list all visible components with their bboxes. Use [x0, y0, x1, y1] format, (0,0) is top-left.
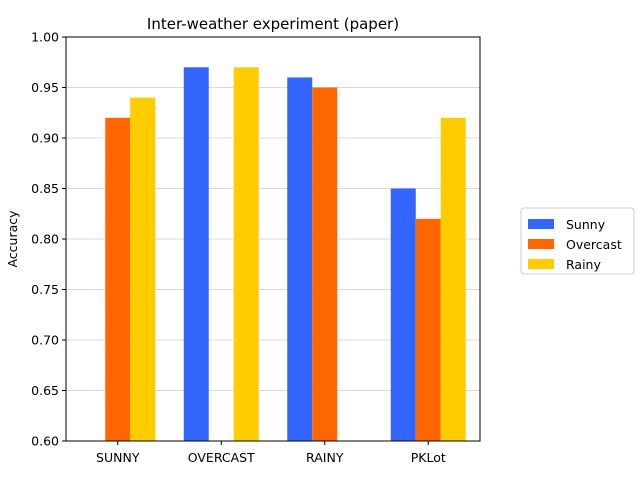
y-tick-label: 0.80: [31, 232, 59, 247]
legend-label-overcast: Overcast: [566, 237, 622, 252]
y-axis: 0.60 0.65 0.70 0.75 0.80 0.85 0.90 0.95 1.00: [31, 30, 66, 449]
bar-overcast-sunny: [105, 117, 131, 442]
legend-swatch-overcast: [528, 239, 554, 249]
legend-swatch-rainy: [528, 259, 554, 269]
y-tick-label: 0.85: [31, 181, 59, 196]
bar-sunny-overcast: [183, 67, 209, 442]
legend-label-sunny: Sunny: [566, 217, 606, 232]
x-axis: SUNNY OVERCAST RAINY PKLot: [96, 441, 446, 465]
bar-overcast-pklot: [415, 218, 441, 441]
legend-label-rainy: Rainy: [566, 257, 601, 272]
y-tick-label: 0.75: [31, 282, 59, 297]
y-tick-label: 0.95: [31, 80, 59, 95]
x-tick-label: OVERCAST: [188, 450, 255, 465]
bar-sunny-rainy: [287, 77, 313, 442]
y-tick-label: 0.65: [31, 383, 59, 398]
x-tick-label: PKLot: [411, 450, 446, 465]
bars: [105, 67, 466, 442]
bar-sunny-pklot: [390, 188, 416, 441]
y-axis-label: Accuracy: [5, 210, 20, 268]
bar-overcast-rainy: [312, 87, 338, 441]
chart-title: Inter-weather experiment (paper): [147, 15, 399, 33]
legend-swatch-sunny: [528, 219, 554, 229]
y-tick-label: 1.00: [31, 30, 59, 45]
y-tick-label: 0.90: [31, 131, 59, 146]
bar-rainy-sunny: [130, 97, 156, 441]
x-tick-label: SUNNY: [96, 450, 140, 465]
bar-rainy-pklot: [440, 117, 466, 442]
y-tick-label: 0.60: [31, 434, 59, 449]
y-tick-label: 0.70: [31, 333, 59, 348]
bar-rainy-overcast: [233, 67, 259, 442]
legend: Sunny Overcast Rainy: [520, 207, 635, 275]
x-tick-label: RAINY: [306, 450, 344, 465]
